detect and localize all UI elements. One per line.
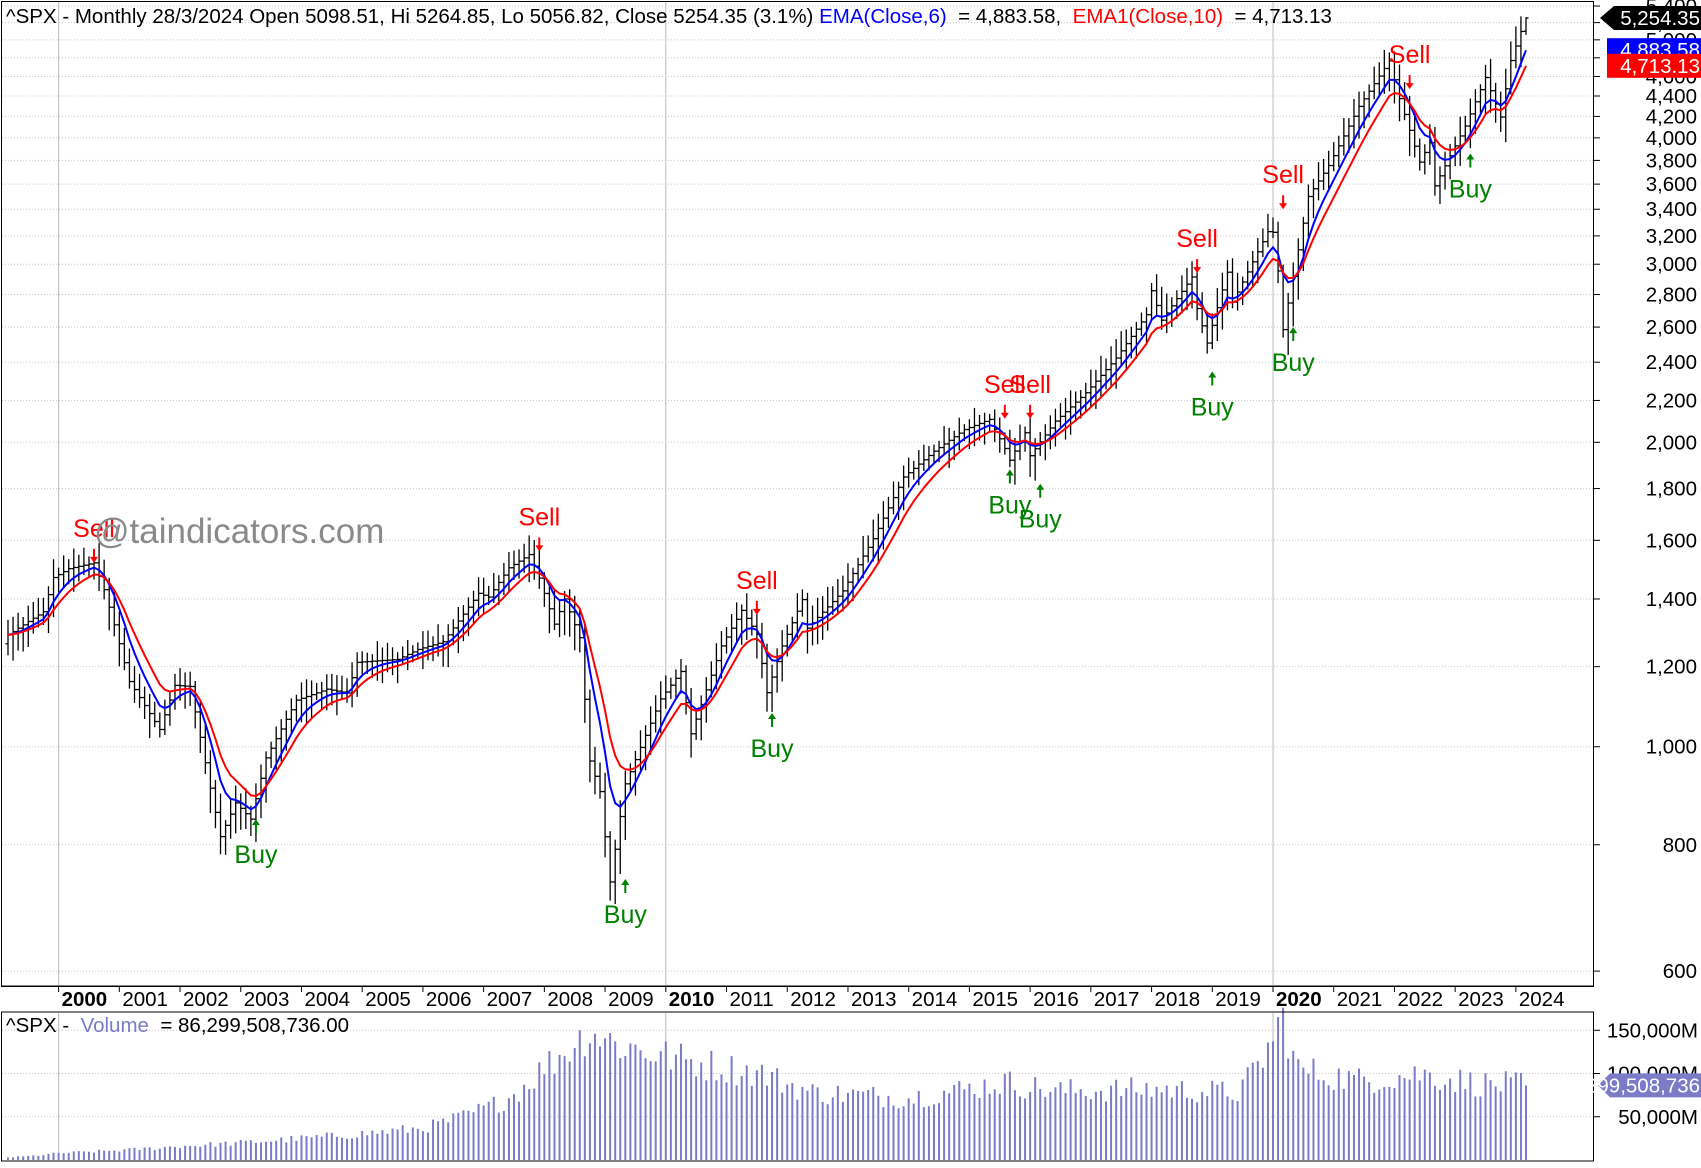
y-tick-label: 3,000 — [1646, 253, 1697, 276]
x-tick-label: 2000 — [62, 988, 108, 1011]
buy-label: Buy — [1449, 176, 1493, 204]
x-tick-label: 2015 — [972, 988, 1018, 1011]
y-tick-label: 1,400 — [1646, 588, 1697, 611]
sell-label: Sell — [736, 567, 778, 595]
buy-label: Buy — [1272, 349, 1316, 377]
y-tick-label: 3,800 — [1646, 149, 1697, 172]
sell-label: Sell — [1262, 161, 1304, 189]
svg-text:86,299,508,736: 86,299,508,736 — [1558, 1074, 1701, 1097]
y-tick-label: 3,400 — [1646, 198, 1697, 221]
x-tick-label: 2001 — [122, 988, 168, 1011]
x-tick-label: 2011 — [730, 988, 774, 1011]
y-tick-label: 2,400 — [1646, 351, 1697, 374]
x-tick-label: 2019 — [1215, 988, 1261, 1011]
y-tick-label: 1,600 — [1646, 529, 1697, 552]
y-tick-label: 2,800 — [1646, 284, 1697, 307]
volume-tick-label: 50,000M — [1618, 1106, 1698, 1129]
svg-text:4,713.13: 4,713.13 — [1620, 55, 1700, 78]
x-tick-label: 2012 — [790, 988, 836, 1011]
y-tick-label: 4,200 — [1646, 105, 1697, 128]
x-tick-label: 2016 — [1033, 988, 1079, 1011]
volume-header: ^SPX - Volume = 86,299,508,736.00 — [6, 1014, 349, 1037]
ema10-legend-value: = 4,713.13 — [1229, 5, 1332, 28]
symbol-ohlc-text: ^SPX - Monthly 28/3/2024 Open 5098.51, H… — [6, 5, 813, 28]
sell-label: Sell — [1176, 225, 1218, 253]
buy-label: Buy — [751, 735, 795, 763]
volume-label: Volume — [81, 1014, 149, 1037]
y-tick-label: 2,600 — [1646, 316, 1697, 339]
volume-symbol: ^SPX - — [6, 1014, 75, 1037]
x-tick-label: 2017 — [1094, 988, 1140, 1011]
x-tick-label: 2007 — [487, 988, 533, 1011]
x-tick-label: 2005 — [365, 988, 411, 1011]
y-tick-label: 3,600 — [1646, 173, 1697, 196]
x-tick-label: 2014 — [912, 988, 958, 1011]
ema6-legend-label: EMA(Close,6) — [819, 5, 947, 28]
chart-header: ^SPX - Monthly 28/3/2024 Open 5098.51, H… — [6, 5, 1332, 28]
volume-value: = 86,299,508,736.00 — [155, 1014, 349, 1037]
buy-label: Buy — [604, 901, 648, 929]
buy-label: Buy — [1019, 506, 1063, 534]
y-tick-label: 800 — [1663, 834, 1697, 857]
x-tick-label: 2004 — [304, 988, 350, 1011]
volume-tick-label: 150,000M — [1607, 1019, 1698, 1042]
y-tick-label: 2,000 — [1646, 431, 1697, 454]
y-tick-label: 2,200 — [1646, 389, 1697, 412]
ema10-value-badge: 4,713.13 — [1607, 54, 1701, 78]
y-tick-label: 1,800 — [1646, 478, 1697, 501]
watermark-text: @taindicators.com — [94, 512, 384, 551]
x-tick-label: 2009 — [608, 988, 654, 1011]
y-tick-label: 3,200 — [1646, 225, 1697, 248]
y-tick-label: 1,000 — [1646, 736, 1697, 759]
buy-label: Buy — [1191, 393, 1235, 421]
last-close-badge: 5,254.35 — [1600, 6, 1701, 30]
x-tick-label: 2002 — [183, 988, 229, 1011]
sell-label: Sell — [518, 503, 560, 531]
x-tick-label: 2013 — [851, 988, 897, 1011]
x-tick-label: 2022 — [1397, 988, 1443, 1011]
y-tick-label: 1,200 — [1646, 656, 1697, 679]
volume-value-badge: 86,299,508,736 — [1558, 1073, 1701, 1097]
x-tick-label: 2020 — [1276, 988, 1322, 1011]
ema6-legend-value: = 4,883.58, — [952, 5, 1067, 28]
sell-label: Sell — [1009, 371, 1051, 399]
y-tick-label: 4,000 — [1646, 127, 1697, 150]
x-tick-label: 2008 — [547, 988, 593, 1011]
x-tick-label: 2023 — [1458, 988, 1504, 1011]
ema10-legend-label: EMA1(Close,10) — [1073, 5, 1223, 28]
buy-label: Buy — [234, 841, 278, 869]
sell-label: Sell — [1389, 41, 1431, 69]
svg-text:5,254.35: 5,254.35 — [1620, 7, 1700, 30]
x-tick-label: 2024 — [1519, 988, 1565, 1011]
x-tick-label: 2006 — [426, 988, 472, 1011]
y-tick-label: 600 — [1663, 960, 1697, 983]
x-tick-label: 2018 — [1155, 988, 1201, 1011]
x-tick-label: 2010 — [669, 988, 715, 1011]
x-tick-label: 2003 — [244, 988, 290, 1011]
x-tick-label: 2021 — [1337, 988, 1383, 1011]
